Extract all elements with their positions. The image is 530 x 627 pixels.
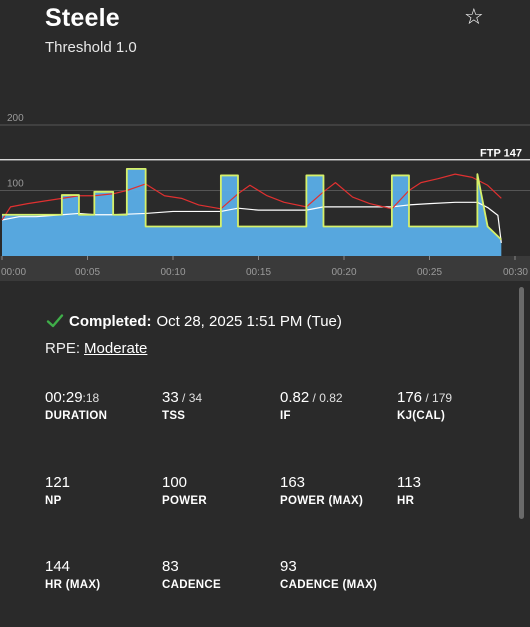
target-power-line xyxy=(2,167,502,241)
metric-sub-value: :18 xyxy=(82,391,100,405)
ftp-label: FTP 147 xyxy=(480,148,522,160)
metric-value: 83 xyxy=(162,558,179,575)
rpe-value-link[interactable]: Moderate xyxy=(84,340,148,357)
workout-chart: 200 100 FTP 147 00:00 00:05 00:10 00:15 00:20 00… xyxy=(0,110,530,280)
workout-summary: Completed: Oct 28, 2025 1:51 PM (Tue) RP… xyxy=(0,281,530,627)
completed-date: Oct 28, 2025 1:51 PM (Tue) xyxy=(156,312,342,330)
metric-hr: 113 HR xyxy=(397,474,507,507)
completed-row: Completed: Oct 28, 2025 1:51 PM (Tue) xyxy=(46,312,342,330)
heart-rate-line xyxy=(1,173,502,221)
metric-name: CADENCE xyxy=(162,579,221,591)
metric-kj: 176 / 179 KJ(CAL) xyxy=(397,389,507,422)
metric-tss: 33 / 34 TSS xyxy=(162,389,272,422)
metric-value: 33 xyxy=(162,389,179,406)
metric-name: KJ(CAL) xyxy=(397,410,446,422)
metric-name: POWER xyxy=(162,495,207,507)
x-tick-label: 00:05 xyxy=(75,267,100,278)
cadence-line xyxy=(1,201,502,243)
rpe-label: RPE: xyxy=(45,340,81,357)
metric-value: 00:29 xyxy=(45,389,83,406)
metric-value: 176 xyxy=(397,389,423,406)
metric-cadence: 83 CADENCE xyxy=(162,558,272,591)
metric-name: HR xyxy=(397,495,415,507)
metric-value: 113 xyxy=(397,474,421,491)
metric-name: HR (MAX) xyxy=(45,579,101,591)
metric-value: 0.82 xyxy=(280,389,310,406)
metric-name: NP xyxy=(45,495,62,507)
x-tick-label: 00:20 xyxy=(331,267,356,278)
metric-name: POWER (MAX) xyxy=(280,495,364,507)
metric-name: DURATION xyxy=(45,410,108,422)
metric-value: 100 xyxy=(162,474,188,491)
x-tick-label: 00:10 xyxy=(160,267,185,278)
metric-np: 121 NP xyxy=(45,474,155,507)
x-tick-label: 00:00 xyxy=(1,267,26,278)
x-tick-label: 00:15 xyxy=(246,267,271,278)
metric-sub-value: / 34 xyxy=(178,391,203,405)
scrollbar[interactable] xyxy=(519,287,524,519)
completed-label: Completed: xyxy=(69,312,152,330)
checkmark-icon xyxy=(46,314,64,328)
metric-power: 100 POWER xyxy=(162,474,272,507)
metric-value: 121 xyxy=(45,474,71,491)
metric-if: 0.82 / 0.82 IF xyxy=(280,389,390,422)
favorite-star-icon[interactable]: ☆ xyxy=(464,4,484,29)
metric-cadence-max: 93 CADENCE (MAX) xyxy=(280,558,390,591)
x-tick-label: 00:25 xyxy=(417,267,442,278)
x-axis-band xyxy=(0,256,530,280)
y-tick-label: 100 xyxy=(7,179,24,190)
x-tick-label: 00:30 xyxy=(503,267,528,278)
metric-sub-value: / 179 xyxy=(422,391,453,405)
metric-name: CADENCE (MAX) xyxy=(280,579,378,591)
divider xyxy=(0,280,530,281)
metric-value: 93 xyxy=(280,558,297,575)
metric-value: 163 xyxy=(280,474,306,491)
workout-subtitle: Threshold 1.0 xyxy=(45,39,137,56)
workout-title: Steele xyxy=(45,4,120,32)
metric-name: TSS xyxy=(162,410,186,422)
y-tick-label: 200 xyxy=(7,113,24,124)
metric-value: 144 xyxy=(45,558,71,575)
metric-name: IF xyxy=(280,410,291,422)
metric-duration: 00:29:18 DURATION xyxy=(45,389,155,422)
workout-header: Steele Threshold 1.0 ☆ xyxy=(0,0,530,110)
metric-power-max: 163 POWER (MAX) xyxy=(280,474,390,507)
rpe-row: RPE: Moderate xyxy=(45,340,147,357)
workout-chart-svg: 200 100 FTP 147 00:00 00:05 00:10 00:15 00:20 00… xyxy=(0,113,530,280)
metric-hr-max: 144 HR (MAX) xyxy=(45,558,155,591)
metric-sub-value: / 0.82 xyxy=(309,391,343,405)
